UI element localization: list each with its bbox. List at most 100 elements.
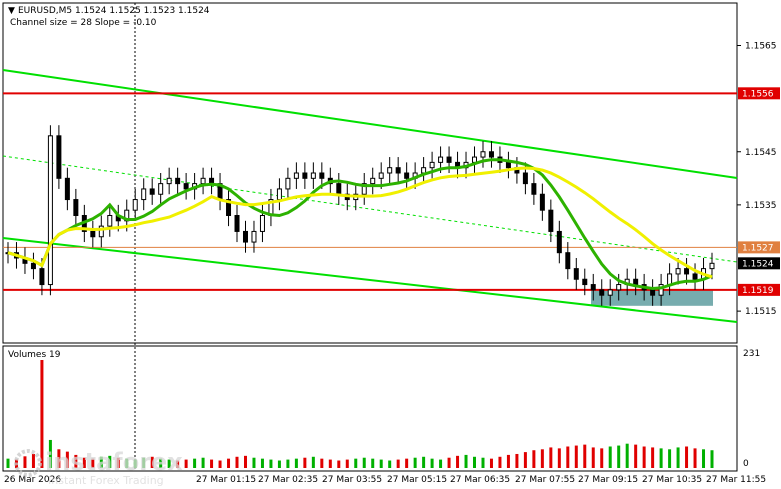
candle-body: [633, 278, 639, 286]
level-tag: [738, 283, 780, 296]
candle-body: [548, 209, 554, 232]
candle-body: [39, 268, 45, 286]
candle-body: [616, 284, 622, 291]
candle-body: [582, 278, 588, 286]
candle-body: [319, 172, 325, 179]
candle-body: [395, 167, 401, 174]
y-tick-label: 1.1535: [745, 201, 777, 211]
candle-body: [336, 183, 342, 195]
candle-body: [675, 268, 681, 275]
x-tick-label: 27 Mar 03:55: [322, 475, 382, 485]
candle-body: [378, 172, 384, 179]
candle-body: [175, 177, 181, 185]
candle-body: [158, 183, 164, 195]
instaforex-logo: instaforex Instant Forex Trading: [14, 448, 183, 487]
x-tick-label: 27 Mar 02:35: [258, 475, 318, 485]
y-tick-label: 1.1545: [745, 148, 777, 158]
candle-body: [709, 262, 715, 270]
level-tag: [738, 87, 780, 100]
candle-body: [404, 172, 410, 179]
candle-body: [692, 273, 698, 280]
channel-lower-line: [2, 237, 738, 323]
candle-body: [531, 183, 537, 195]
volume-panel-frame: [2, 345, 738, 472]
candle-body: [183, 183, 189, 190]
channel-middle-line: [2, 155, 738, 263]
volume-axis-top: 231: [743, 349, 760, 359]
candle-body: [251, 230, 257, 243]
candle-body: [438, 156, 444, 163]
x-tick-label: 27 Mar 05:15: [387, 475, 447, 485]
candle-body: [370, 177, 376, 185]
candle-body: [599, 289, 605, 296]
volume-axis-bottom: 0: [743, 459, 749, 469]
ma-fast-line: [7, 158, 713, 291]
candle-body: [667, 273, 673, 286]
candle-body: [421, 167, 427, 174]
candle-body: [539, 193, 545, 211]
candle-body: [565, 252, 571, 270]
candle-body: [446, 156, 452, 163]
level-tag-label: 1.1524: [742, 259, 774, 269]
candle-body: [480, 151, 486, 158]
candle-body: [556, 230, 562, 254]
candle-body: [488, 151, 494, 158]
candle-body: [590, 284, 596, 291]
candle-body: [226, 199, 232, 216]
x-tick-label: 27 Mar 07:55: [515, 475, 575, 485]
candle-body: [107, 215, 113, 227]
candle-body: [234, 215, 240, 232]
candle-body: [505, 161, 511, 169]
channel-line: Channel size = 28 Slope = -0.10: [10, 18, 157, 28]
candle-body: [573, 268, 579, 280]
candle-body: [47, 135, 53, 286]
candle-body: [141, 188, 147, 201]
candle-body: [607, 289, 613, 296]
candle-body: [132, 199, 138, 211]
channel-upper-line: [2, 69, 738, 179]
candle-body: [302, 172, 308, 179]
candle-body: [293, 172, 299, 179]
level-tag: [738, 241, 780, 254]
candle-body: [658, 284, 664, 296]
volumes-label: Volumes 19: [8, 350, 61, 360]
candle-body: [285, 177, 291, 190]
candle-body: [361, 183, 367, 195]
candle-body: [429, 161, 435, 169]
candle-body: [30, 262, 36, 270]
x-tick-label: 27 Mar 10:35: [642, 475, 702, 485]
symbol-line: EURUSD,M5 1.1524 1.1525 1.1523 1.1524: [18, 6, 210, 16]
x-tick-label: 27 Mar 01:15: [196, 475, 256, 485]
candle-body: [200, 177, 206, 185]
candle-body: [166, 177, 172, 185]
x-tick-label: 27 Mar 11:55: [706, 475, 766, 485]
x-tick-label: 26 Mar 2026: [4, 475, 61, 485]
candle-body: [387, 167, 393, 174]
level-tag-label: 1.1556: [742, 89, 774, 99]
price-panel-frame: [2, 2, 738, 344]
candle-body: [73, 199, 79, 216]
candle-body: [310, 172, 316, 179]
candle-body: [522, 172, 528, 185]
candle-body: [276, 188, 282, 201]
candle-body: [259, 215, 265, 232]
level-tag: [738, 257, 780, 270]
level-tag-label: 1.1519: [742, 286, 774, 296]
watermark-tagline: Instant Forex Trading: [48, 474, 164, 487]
x-tick-label: 27 Mar 06:35: [450, 475, 510, 485]
candle-body: [684, 268, 690, 275]
ma-slow-line: [7, 166, 713, 279]
candle-body: [98, 225, 104, 238]
support-zone: [591, 289, 713, 306]
candle-body: [90, 230, 96, 238]
candle-body: [64, 177, 70, 201]
close-arrow-icon[interactable]: ▼: [8, 6, 15, 16]
y-tick-label: 1.1515: [745, 307, 777, 317]
candle-body: [149, 188, 155, 195]
candle-body: [472, 156, 478, 163]
candle-body: [56, 135, 62, 179]
level-tag-label: 1.1527: [742, 243, 774, 253]
watermark-brand: instaforex: [45, 448, 183, 476]
x-tick-label: 27 Mar 09:15: [578, 475, 638, 485]
